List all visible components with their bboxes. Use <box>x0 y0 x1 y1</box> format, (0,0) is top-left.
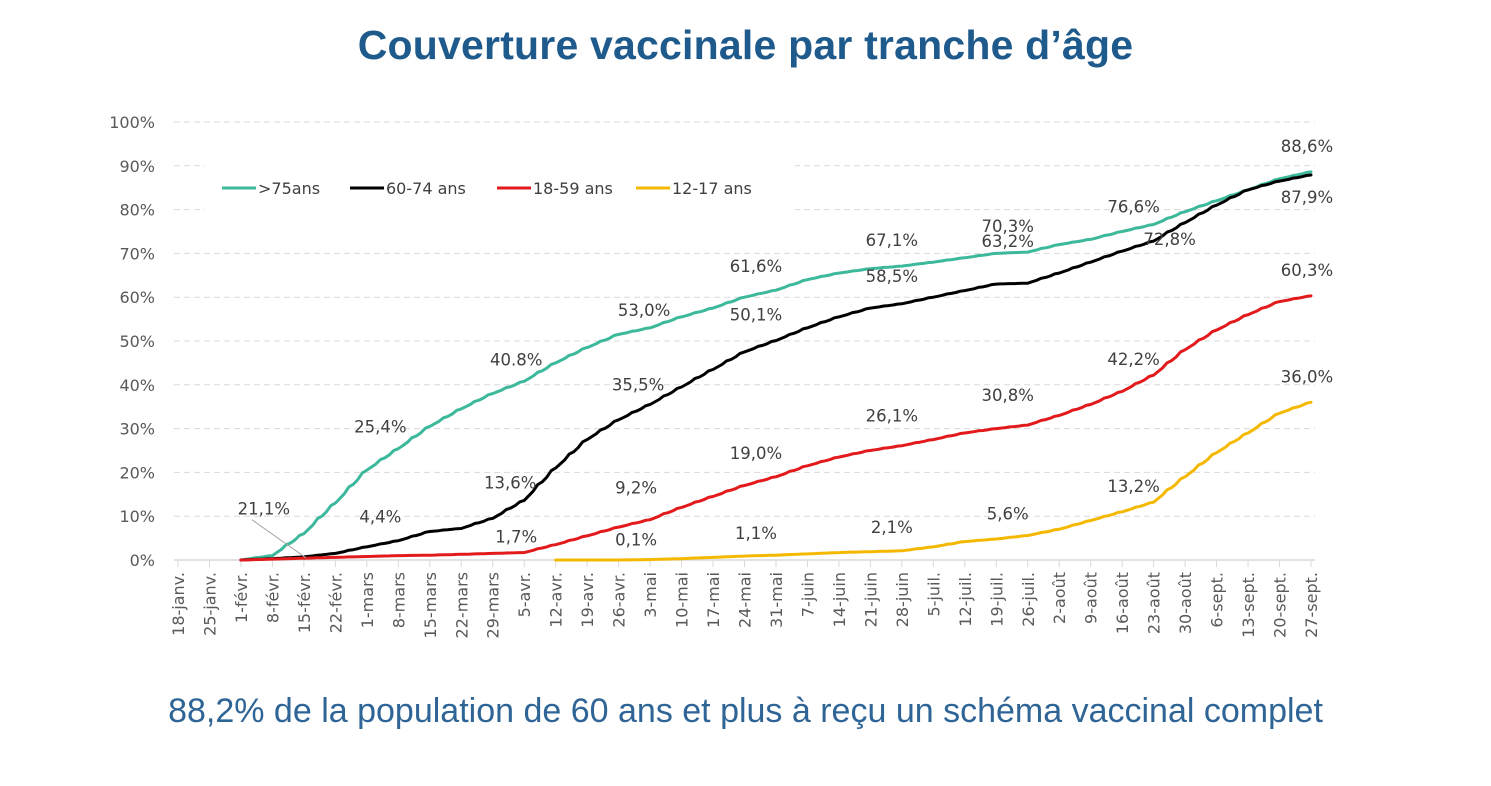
data-label: 67,1% <box>866 231 918 250</box>
x-tick-label: 8-mars <box>389 572 408 628</box>
x-tick-label: 16-août <box>1113 572 1132 634</box>
data-label: 70,3% <box>982 217 1034 236</box>
x-tick-label: 13-sept. <box>1239 572 1258 638</box>
x-tick-label: 30-août <box>1176 572 1195 634</box>
y-tick-label: 90% <box>119 157 155 176</box>
chart-caption: 88,2% de la population de 60 ans et plus… <box>168 692 1323 730</box>
data-label: 63,2% <box>982 232 1034 251</box>
data-label: 87,9% <box>1281 188 1333 207</box>
x-tick-label: 18-janv. <box>169 572 188 636</box>
chart-title: Couverture vaccinale par tranche d’âge <box>357 22 1134 68</box>
x-tick-label: 26-juil. <box>1019 572 1038 627</box>
x-tick-label: 31-mai <box>767 572 786 628</box>
x-tick-label: 23-août <box>1145 572 1164 634</box>
y-tick-label: 100% <box>109 113 155 132</box>
data-label: 40.8% <box>490 350 542 369</box>
data-label: 76,6% <box>1107 197 1159 216</box>
series-line-60-74-ans <box>239 173 1313 562</box>
data-label: 42,2% <box>1107 350 1159 369</box>
legend-label: 18-59 ans <box>533 179 613 198</box>
x-tick-label: 12-avr. <box>547 572 566 628</box>
x-tick-label: 22-mars <box>452 572 471 638</box>
x-tick-label: 21-juin <box>861 572 880 627</box>
x-tick-label: 8-févr. <box>263 572 282 623</box>
series-line-75ans <box>239 170 1313 562</box>
x-tick-label: 15-févr. <box>295 572 314 633</box>
x-tick-label: 28-juin <box>893 572 912 627</box>
data-label: 4,4% <box>359 508 401 527</box>
data-label: 19,0% <box>730 444 782 463</box>
legend-label: 60-74 ans <box>386 179 466 198</box>
x-tick-label: 2-août <box>1050 572 1069 624</box>
y-tick-label: 20% <box>119 463 155 482</box>
data-label: 35,5% <box>612 376 664 395</box>
legend: >75ans 60-74 ans 18-59 ans 12-17 ans <box>205 160 795 216</box>
data-label: 1,7% <box>495 528 537 547</box>
x-tick-label: 3-mai <box>641 572 660 618</box>
series-line-12-17-ans <box>554 400 1313 562</box>
y-tick-label: 0% <box>130 551 155 570</box>
x-tick-label: 24-mai <box>736 572 755 628</box>
x-tick-label: 14-juin <box>830 572 849 627</box>
x-tick-label: 20-sept. <box>1271 572 1290 638</box>
x-tick-label: 25-janv. <box>200 572 219 636</box>
x-axis <box>174 559 1315 567</box>
data-label: 58,5% <box>866 267 918 286</box>
y-tick-label: 40% <box>119 376 155 395</box>
data-label: 26,1% <box>866 407 918 426</box>
data-label: 2,1% <box>871 518 913 537</box>
x-tick-label: 1-mars <box>358 572 377 628</box>
data-label: 61,6% <box>730 257 782 276</box>
x-tick-label: 19-avr. <box>578 572 597 628</box>
data-label: 72,8% <box>1143 230 1195 249</box>
series-line-18-59-ans <box>239 294 1313 562</box>
label-leader-line <box>251 519 307 559</box>
series-lines <box>239 170 1313 562</box>
data-label: 9,2% <box>615 479 657 498</box>
y-tick-label: 80% <box>119 201 155 220</box>
data-label: 0,1% <box>615 531 657 550</box>
x-tick-label: 19-juil. <box>987 572 1006 627</box>
x-tick-label: 26-avr. <box>610 572 629 628</box>
legend-label: >75ans <box>258 179 320 198</box>
data-label: 36,0% <box>1281 367 1333 386</box>
data-label: 25,4% <box>354 418 406 437</box>
y-tick-label: 70% <box>119 244 155 263</box>
data-label: 30,8% <box>982 386 1034 405</box>
x-tick-label: 6-sept. <box>1208 572 1227 628</box>
y-tick-label: 50% <box>119 332 155 351</box>
y-tick-label: 30% <box>119 420 155 439</box>
data-label: 60,3% <box>1281 261 1333 280</box>
data-label: 5,6% <box>987 504 1029 523</box>
x-tick-label: 9-août <box>1082 572 1101 624</box>
data-label: 53,0% <box>618 301 670 320</box>
x-tick-label: 27-sept. <box>1302 572 1321 638</box>
x-tick-label: 5-avr. <box>515 572 534 617</box>
x-tick-label: 15-mars <box>421 572 440 638</box>
y-tick-label: 60% <box>119 288 155 307</box>
data-label: 88,6% <box>1281 137 1333 156</box>
data-labels: 21,1% 25,4% 40.8% 53,0% 61,6% 67,1% 70,3% 76,6%… <box>238 137 1333 559</box>
data-label: 21,1% <box>238 500 290 519</box>
y-axis-ticks: 0% 10% 20% 30% 40% 50% 60% 70% 80% 90% 100% <box>109 113 155 570</box>
x-tick-label: 12-juil. <box>956 572 975 627</box>
x-tick-label: 7-juin <box>798 572 817 617</box>
legend-label: 12-17 ans <box>672 179 752 198</box>
x-tick-label: 17-mai <box>704 572 723 628</box>
data-label: 50,1% <box>730 306 782 325</box>
x-tick-label: 29-mars <box>484 572 503 638</box>
x-tick-label: 10-mai <box>673 572 692 628</box>
x-tick-label: 1-févr. <box>232 572 251 623</box>
data-label: 13,6% <box>484 473 536 492</box>
y-tick-label: 10% <box>119 507 155 526</box>
x-tick-label: 22-févr. <box>326 572 345 633</box>
x-axis-ticks: 18-janv. 25-janv. 1-févr. 8-févr. 15-févr. 22… <box>169 572 1321 638</box>
data-label: 1,1% <box>735 524 777 543</box>
data-label: 13,2% <box>1107 477 1159 496</box>
x-tick-label: 5-juil. <box>924 572 943 617</box>
